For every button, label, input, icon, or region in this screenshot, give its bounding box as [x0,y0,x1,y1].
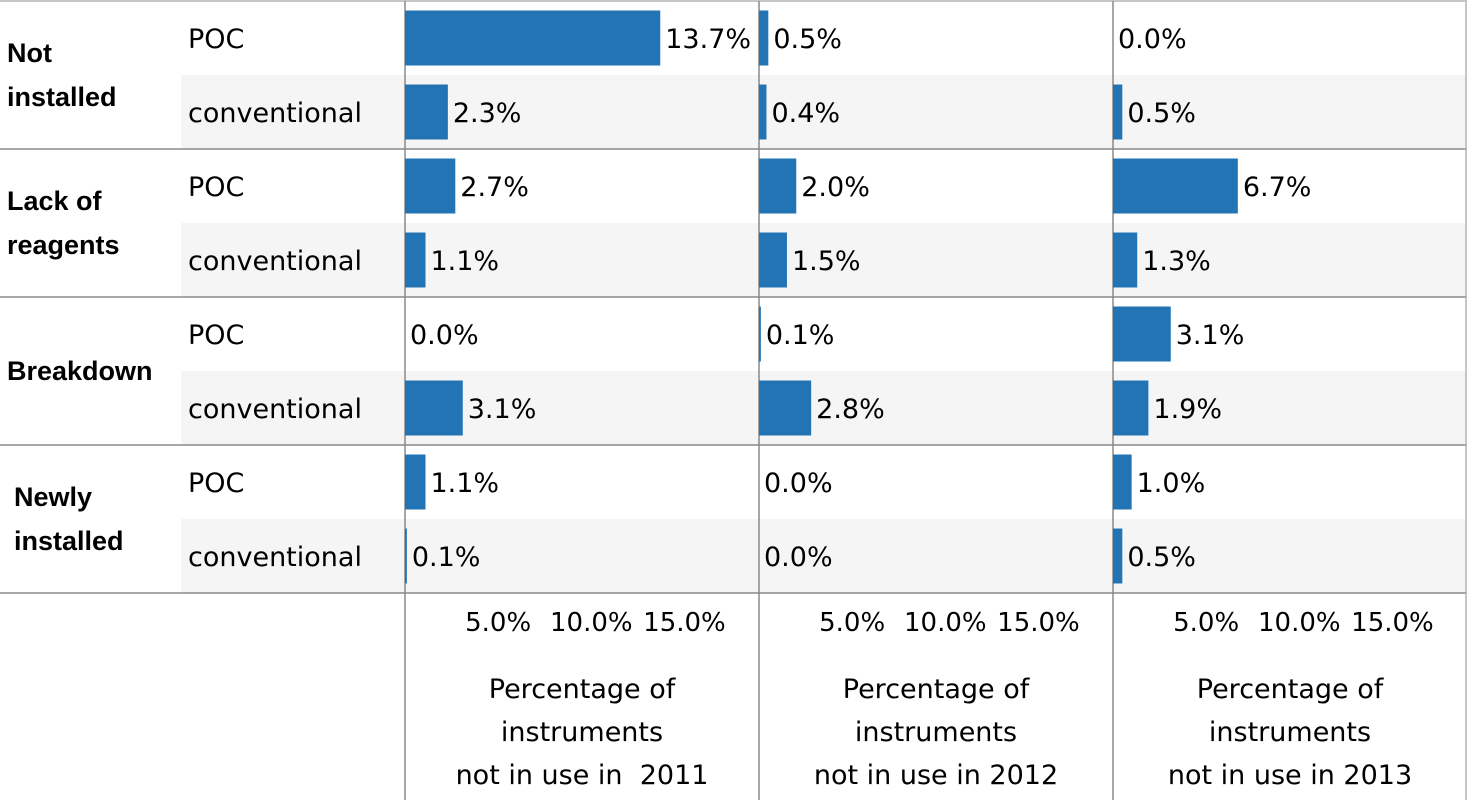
subcategory-label: POC [188,172,244,203]
data-label: 0.4% [771,98,840,129]
subcategory-label: POC [188,320,244,351]
bar [1113,454,1132,510]
bar [405,84,448,140]
data-label: 13.7% [665,24,751,55]
data-label: 0.0% [764,468,833,499]
x-tick-label: 5.0% [1173,608,1239,638]
x-axis-title: not in use in 2013 [1168,760,1412,791]
group-label: installed [7,82,117,112]
data-label: 0.0% [410,320,479,351]
data-label: 2.7% [460,172,529,203]
group-label: Breakdown [7,356,153,386]
x-tick-label: 5.0% [465,608,531,638]
data-label: 0.1% [766,320,835,351]
bar [1113,84,1123,140]
bar [405,10,661,66]
subcategory-label: POC [188,468,244,499]
x-axis-title: not in use in 2011 [456,760,709,791]
bar [1113,528,1123,584]
bar [759,158,797,214]
row-shading [181,75,1467,149]
x-tick-label: 10.0% [904,608,987,638]
data-label: 3.1% [468,394,537,425]
bar [1113,232,1138,288]
bar [405,528,407,584]
row-shading [181,371,1467,445]
bar [1113,380,1149,436]
bar [1113,306,1171,362]
data-label: 0.0% [1118,24,1187,55]
x-axis-title: instruments [1209,717,1371,748]
data-label: 1.5% [792,246,861,277]
data-label: 1.1% [430,246,499,277]
bar [405,380,463,436]
data-label: 6.7% [1243,172,1312,203]
group-label: installed [14,526,124,556]
x-axis-title: not in use in 2012 [814,760,1058,791]
data-label: 1.3% [1142,246,1211,277]
subcategory-label: conventional [188,246,362,277]
bar [759,232,787,288]
data-label: 0.5% [1127,542,1196,573]
x-axis-title: Percentage of [843,674,1031,705]
bar [405,158,456,214]
data-label: 2.8% [816,394,885,425]
data-label: 1.1% [430,468,499,499]
x-axis-title: Percentage of [489,674,677,705]
data-label: 0.0% [764,542,833,573]
row-shading [181,223,1467,297]
bar [1113,158,1238,214]
data-label: 3.1% [1176,320,1245,351]
x-tick-label: 10.0% [550,608,633,638]
x-tick-label: 5.0% [819,608,885,638]
group-label: Lack of [7,186,103,216]
x-axis-title: instruments [501,717,663,748]
subcategory-label: conventional [188,98,362,129]
subcategory-label: POC [188,24,244,55]
subcategory-label: conventional [188,542,362,573]
x-axis-title: instruments [855,717,1017,748]
x-tick-label: 15.0% [997,608,1080,638]
bar [759,84,767,140]
data-label: 2.0% [801,172,870,203]
data-label: 0.1% [412,542,481,573]
x-tick-label: 10.0% [1258,608,1341,638]
bar [759,380,812,436]
group-label: reagents [7,230,120,260]
x-tick-label: 15.0% [1351,608,1434,638]
data-label: 2.3% [453,98,522,129]
group-label: Not [7,38,52,68]
data-label: 0.5% [1127,98,1196,129]
bar [405,454,426,510]
data-label: 0.5% [773,24,842,55]
row-shading [181,519,1467,593]
data-label: 1.9% [1153,394,1222,425]
x-tick-label: 15.0% [643,608,726,638]
data-label: 1.0% [1137,468,1206,499]
bar [405,232,426,288]
subcategory-label: conventional [188,394,362,425]
bar [759,306,761,362]
x-axis-title: Percentage of [1197,674,1385,705]
group-label: Newly [14,482,92,512]
bar [759,10,769,66]
